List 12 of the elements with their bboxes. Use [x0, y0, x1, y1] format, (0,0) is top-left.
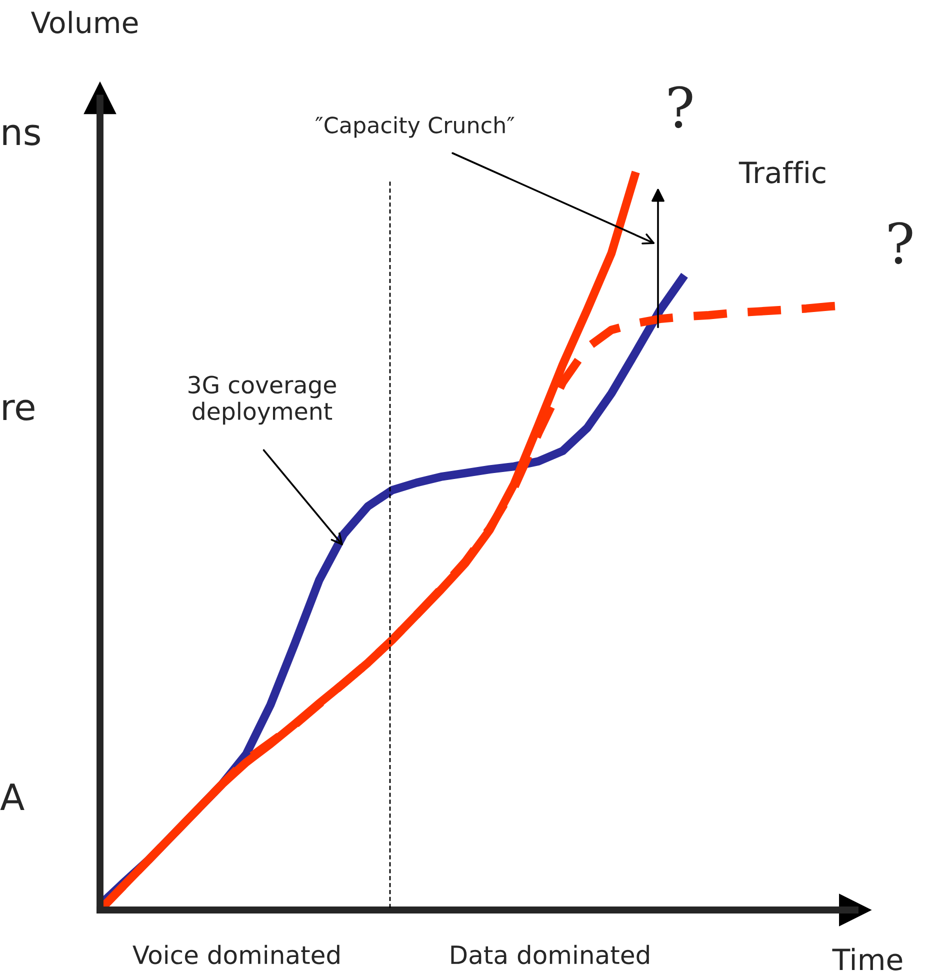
text: ″Capacity Crunch″: [315, 116, 514, 138]
x-axis-title: Time: [832, 948, 902, 970]
text: A: [0, 784, 24, 810]
annotation: Traffic: [738, 160, 826, 184]
y-axis-title: Volume: [30, 10, 138, 34]
text: ?: [668, 86, 692, 128]
text: ?: [888, 222, 912, 264]
text: Voice dominated: [132, 944, 340, 964]
text: re: [3, 400, 34, 420]
text: Data dominated: [451, 944, 649, 964]
text: ns: [3, 124, 40, 146]
annotation: 3G coverage deployment: [188, 376, 336, 425]
